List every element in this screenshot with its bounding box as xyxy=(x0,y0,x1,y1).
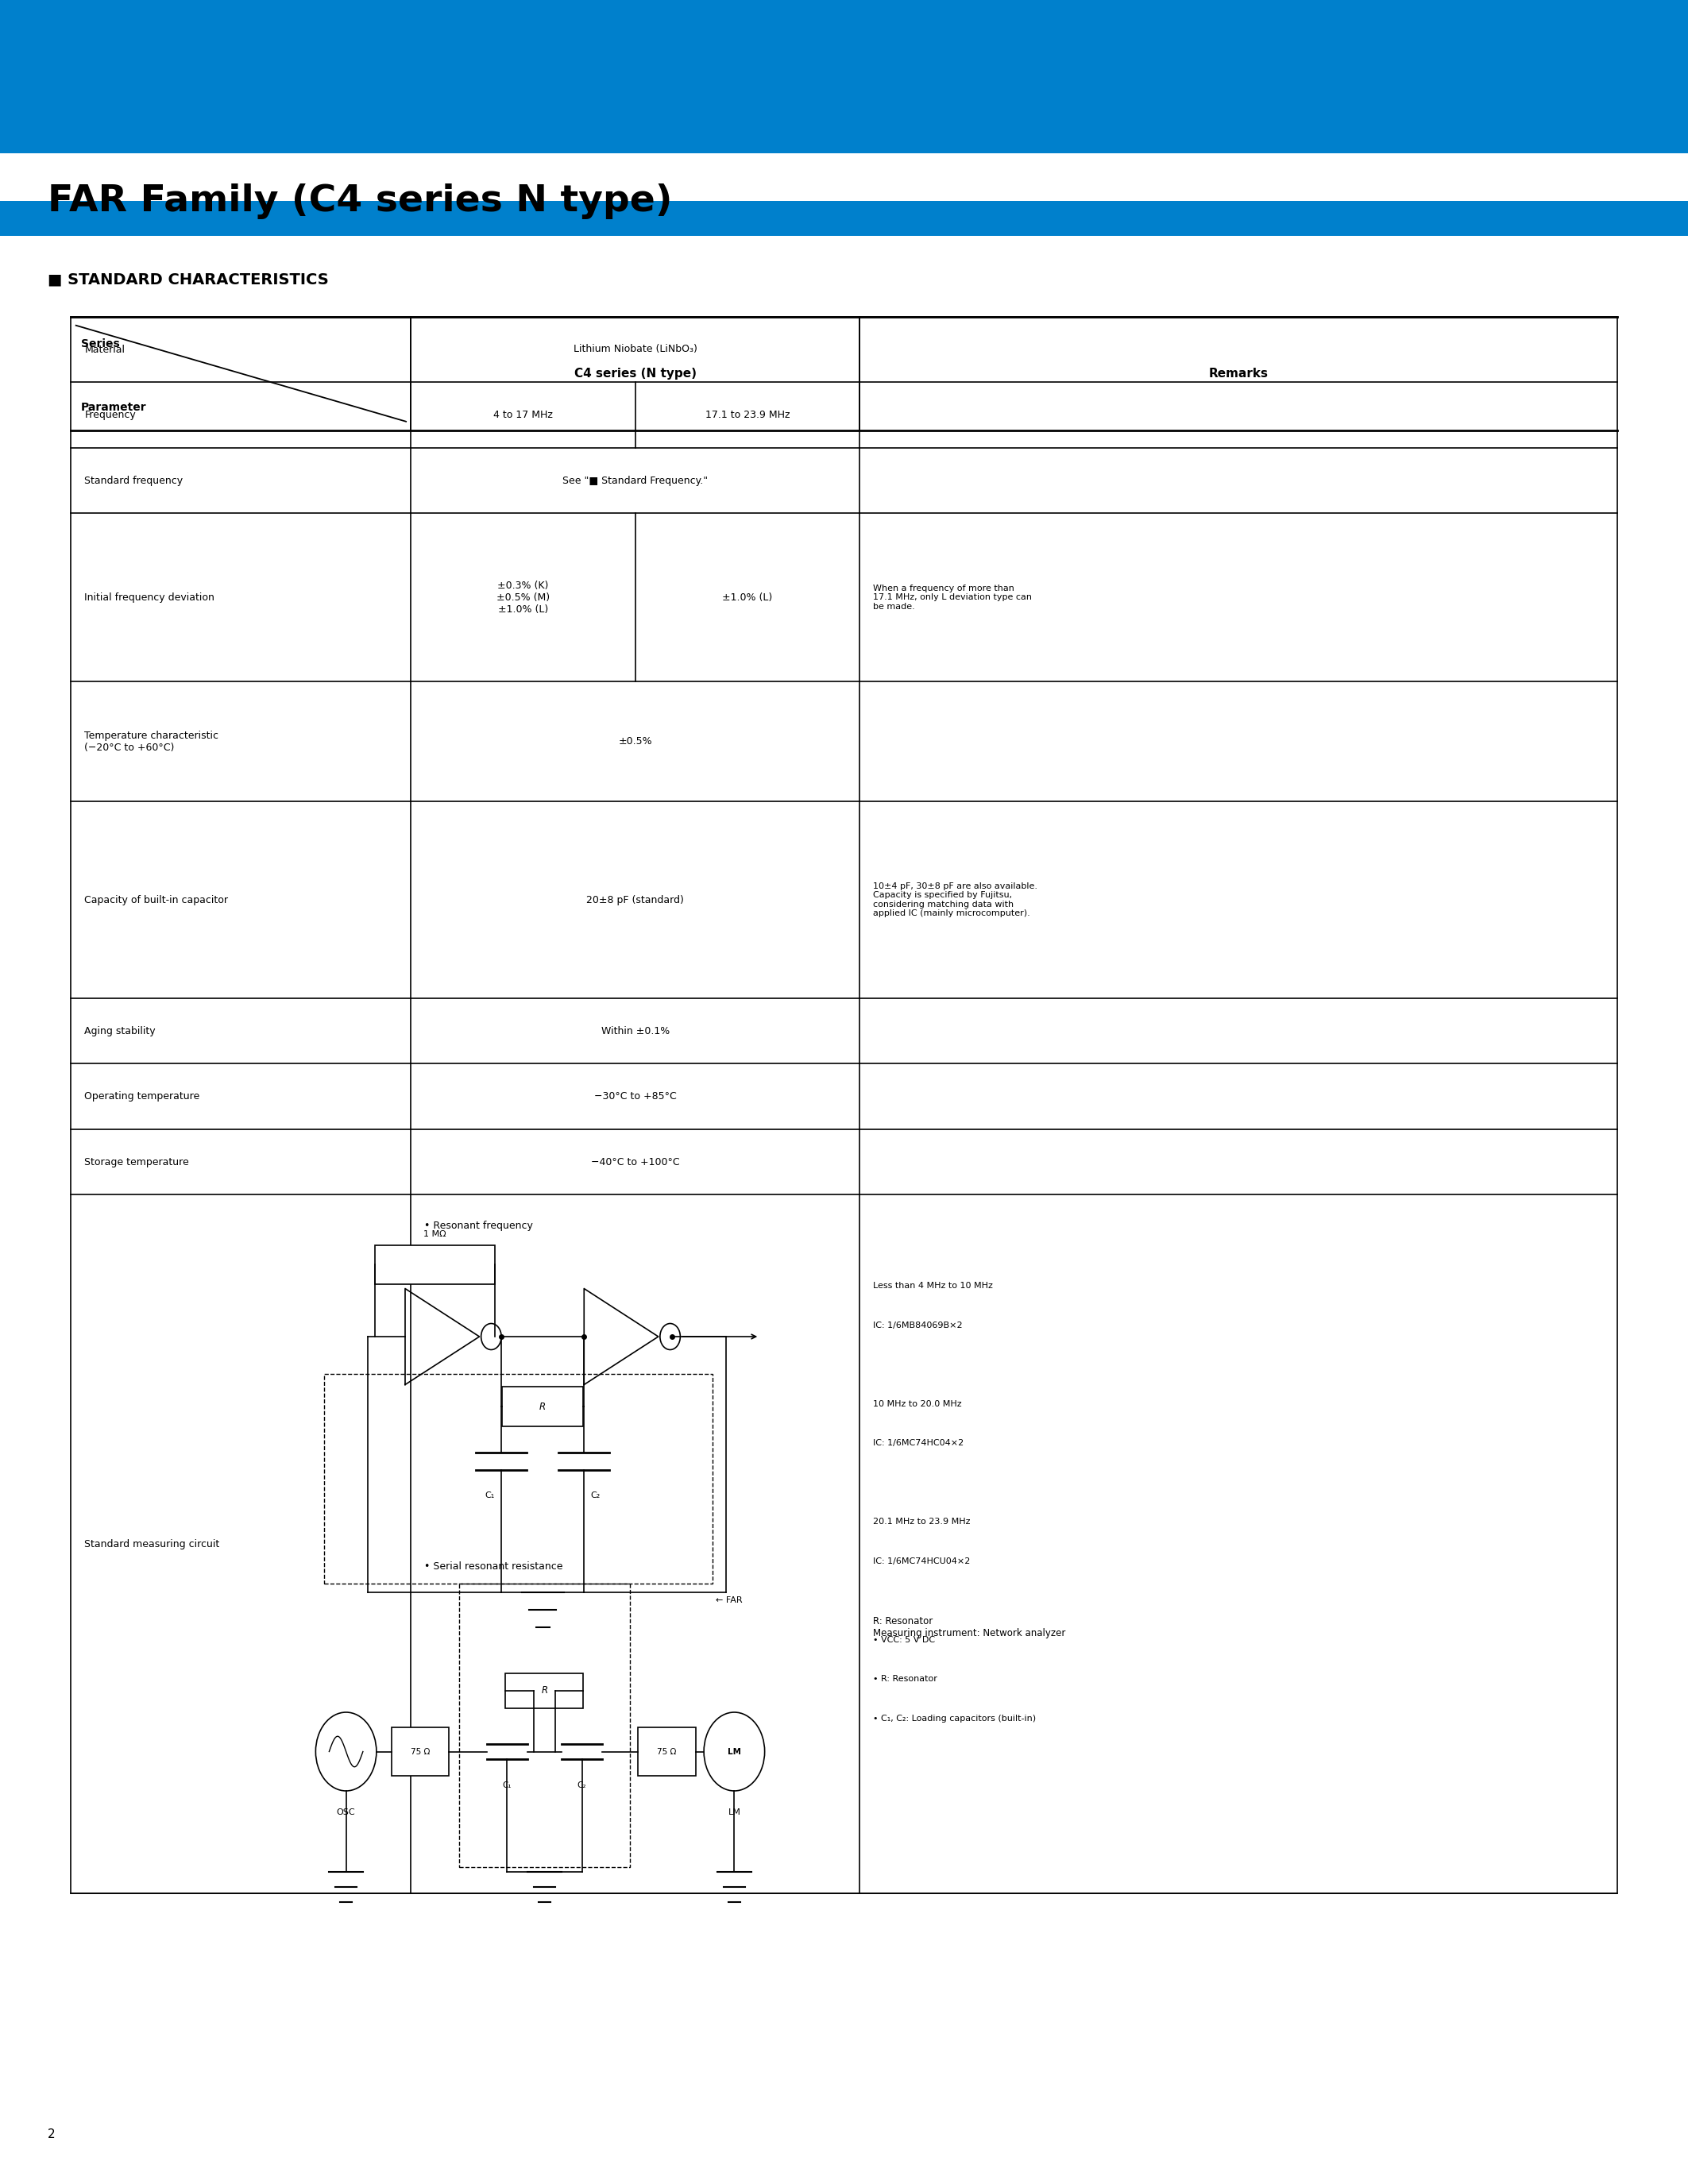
Circle shape xyxy=(660,1324,680,1350)
Bar xyxy=(0,201,1688,236)
Text: IC: 1/6MC74HCU04×2: IC: 1/6MC74HCU04×2 xyxy=(873,1557,971,1566)
Text: Operating temperature: Operating temperature xyxy=(84,1092,199,1101)
Text: • C₁, C₂: Loading capacitors (built-in): • C₁, C₂: Loading capacitors (built-in) xyxy=(873,1714,1036,1723)
Text: 1 MΩ: 1 MΩ xyxy=(424,1230,446,1238)
Text: ±0.5%: ±0.5% xyxy=(618,736,652,747)
Text: 20.1 MHz to 23.9 MHz: 20.1 MHz to 23.9 MHz xyxy=(873,1518,971,1527)
Text: C₂: C₂ xyxy=(591,1492,601,1500)
Text: ■ STANDARD CHARACTERISTICS: ■ STANDARD CHARACTERISTICS xyxy=(47,273,327,286)
Text: Frequency: Frequency xyxy=(84,411,135,419)
Text: Series: Series xyxy=(81,339,120,349)
Text: FAR Family (C4 series N type): FAR Family (C4 series N type) xyxy=(47,183,672,218)
Text: • R: Resonator: • R: Resonator xyxy=(873,1675,937,1684)
Text: Aging stability: Aging stability xyxy=(84,1026,155,1035)
Text: Material: Material xyxy=(84,345,125,354)
Text: Standard frequency: Standard frequency xyxy=(84,476,182,485)
Text: When a frequency of more than
17.1 MHz, only L deviation type can
be made.: When a frequency of more than 17.1 MHz, … xyxy=(873,583,1031,612)
Text: • Resonant frequency: • Resonant frequency xyxy=(425,1221,533,1232)
Bar xyxy=(392,1728,449,1776)
Text: R: Resonator
Measuring instrument: Network analyzer: R: Resonator Measuring instrument: Netwo… xyxy=(873,1616,1065,1638)
Text: ±1.0% (L): ±1.0% (L) xyxy=(722,592,773,603)
Bar xyxy=(503,1387,584,1426)
Text: C₁: C₁ xyxy=(484,1492,495,1500)
Text: 75 Ω: 75 Ω xyxy=(657,1747,677,1756)
Text: −30°C to +85°C: −30°C to +85°C xyxy=(594,1092,677,1101)
Text: Storage temperature: Storage temperature xyxy=(84,1158,189,1166)
Text: 4 to 17 MHz: 4 to 17 MHz xyxy=(493,411,554,419)
Bar xyxy=(638,1728,695,1776)
Bar xyxy=(375,1245,495,1284)
Circle shape xyxy=(704,1712,765,1791)
Text: Parameter: Parameter xyxy=(81,402,147,413)
Text: See "■ Standard Frequency.": See "■ Standard Frequency." xyxy=(562,476,707,485)
Text: 75 Ω: 75 Ω xyxy=(410,1747,430,1756)
Text: Remarks: Remarks xyxy=(1209,367,1268,380)
Text: OSC: OSC xyxy=(336,1808,356,1817)
Bar xyxy=(506,1673,584,1708)
Text: IC: 1/6MB84069B×2: IC: 1/6MB84069B×2 xyxy=(873,1321,962,1330)
Text: 17.1 to 23.9 MHz: 17.1 to 23.9 MHz xyxy=(706,411,790,419)
Bar xyxy=(459,1583,630,1867)
Text: LM: LM xyxy=(728,1747,741,1756)
Text: IC: 1/6MC74HC04×2: IC: 1/6MC74HC04×2 xyxy=(873,1439,964,1448)
Text: ← FAR: ← FAR xyxy=(716,1597,743,1605)
Text: Lithium Niobate (LiNbO₃): Lithium Niobate (LiNbO₃) xyxy=(574,345,697,354)
Text: Initial frequency deviation: Initial frequency deviation xyxy=(84,592,214,603)
Text: • VCC: 5 V DC: • VCC: 5 V DC xyxy=(873,1636,935,1645)
Circle shape xyxy=(316,1712,376,1791)
Bar xyxy=(71,317,1617,1894)
Circle shape xyxy=(481,1324,501,1350)
Text: 10 MHz to 20.0 MHz: 10 MHz to 20.0 MHz xyxy=(873,1400,962,1409)
Text: Temperature characteristic
(−20°C to +60°C): Temperature characteristic (−20°C to +60… xyxy=(84,729,219,753)
Text: C₁: C₁ xyxy=(503,1782,511,1789)
Text: −40°C to +100°C: −40°C to +100°C xyxy=(591,1158,680,1166)
Text: R: R xyxy=(540,1402,545,1411)
Text: Within ±0.1%: Within ±0.1% xyxy=(601,1026,670,1035)
Text: C4 series (N type): C4 series (N type) xyxy=(574,367,697,380)
Text: LM: LM xyxy=(728,1808,741,1817)
Text: C₂: C₂ xyxy=(577,1782,586,1789)
Text: ±0.3% (K)
±0.5% (M)
±1.0% (L): ±0.3% (K) ±0.5% (M) ±1.0% (L) xyxy=(496,581,550,614)
Text: 20±8 pF (standard): 20±8 pF (standard) xyxy=(586,895,684,904)
Text: Standard measuring circuit: Standard measuring circuit xyxy=(84,1540,219,1548)
Text: 10±4 pF, 30±8 pF are also available.
Capacity is specified by Fujitsu,
consideri: 10±4 pF, 30±8 pF are also available. Cap… xyxy=(873,882,1038,917)
Text: 2: 2 xyxy=(47,2129,56,2140)
Text: Less than 4 MHz to 10 MHz: Less than 4 MHz to 10 MHz xyxy=(873,1282,993,1291)
Text: R: R xyxy=(542,1686,547,1695)
Bar xyxy=(0,0,1688,153)
Text: • Serial resonant resistance: • Serial resonant resistance xyxy=(425,1562,564,1572)
Bar xyxy=(324,1374,712,1583)
Text: Capacity of built-in capacitor: Capacity of built-in capacitor xyxy=(84,895,228,904)
